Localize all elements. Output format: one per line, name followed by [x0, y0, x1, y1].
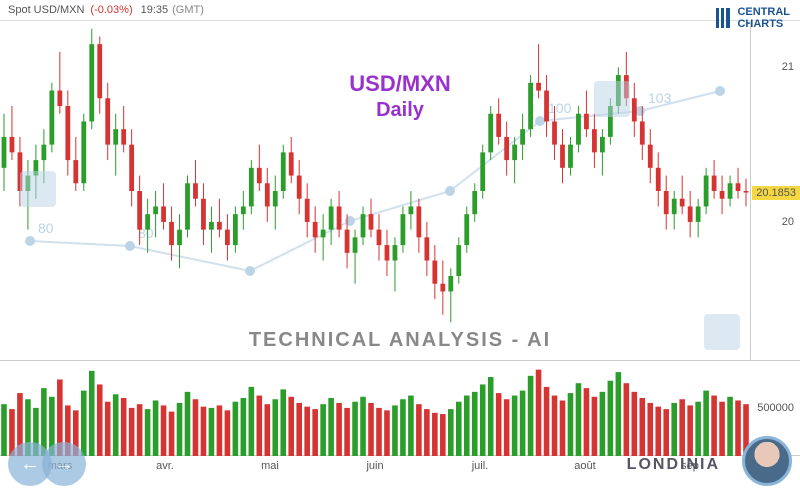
chart-icon [704, 314, 740, 350]
volume-chart-area[interactable]: 500000 [0, 361, 800, 456]
price-chart-area[interactable]: 8080100103 USD/MXN Daily TECHNICAL ANALY… [0, 21, 800, 361]
volume-y-tick: 500000 [757, 402, 794, 414]
x-tick: avr. [156, 460, 174, 472]
x-tick: juil. [472, 460, 489, 472]
logo-text-1: CENTRAL [737, 6, 790, 18]
price-y-axis: 2021 20.1853 [750, 21, 800, 360]
compass-icon [594, 81, 630, 117]
image-icon [20, 171, 56, 207]
footer-brand: LONDINIA [627, 456, 720, 474]
pct-change: (-0.03%) [90, 4, 132, 16]
nav-arrows[interactable]: ← → [8, 442, 76, 486]
chart-header: Spot USD/MXN (-0.03%) 19:35 (GMT) [0, 0, 800, 21]
timestamp: 19:35 [141, 4, 169, 16]
candlestick-svg [0, 21, 750, 361]
x-tick: mai [261, 460, 279, 472]
instrument-name: Spot USD/MXN [8, 4, 84, 16]
x-tick: juin [366, 460, 383, 472]
volume-svg [0, 361, 750, 456]
x-tick: août [574, 460, 595, 472]
avatar-icon[interactable] [742, 436, 792, 486]
arrow-right-icon[interactable]: → [42, 442, 86, 486]
timezone: (GMT) [172, 4, 204, 16]
current-price-badge: 20.1853 [752, 186, 800, 200]
